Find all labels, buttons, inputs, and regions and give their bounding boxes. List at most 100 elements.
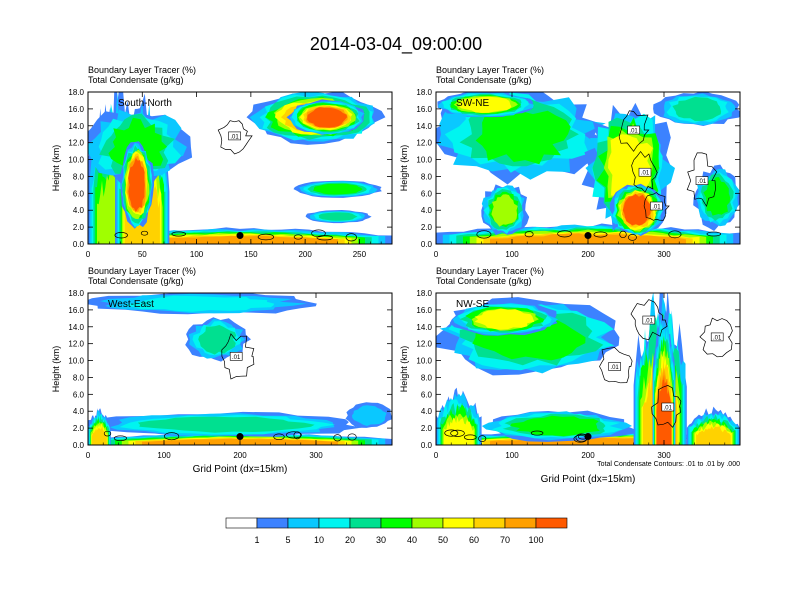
x-tick-label: 200 [581,250,595,259]
y-tick-label: 6.0 [73,189,85,198]
y-tick-label: 6.0 [421,189,433,198]
contour-line [618,110,650,152]
y-tick-label: 16.0 [416,105,432,114]
y-tick-label: 12.0 [68,340,84,349]
contour-line [345,233,357,242]
contour-label-box [650,201,663,211]
y-tick-label: 8.0 [73,373,85,382]
colorbar-box [287,517,320,529]
contour-line [524,231,534,238]
y-tick-label: 14.0 [416,323,432,332]
condensate-contours [114,120,357,242]
y-tick-label: 18.0 [68,88,84,97]
panel-label: South-North [118,98,172,109]
contour-label: .01 [664,406,673,412]
tracer-level-4 [137,416,315,433]
contour-label-box [642,315,656,325]
y-tick-label: 0.0 [73,441,85,450]
panel-sw-ne: Boundary Layer Tracer (%)Total Condensat… [399,65,741,259]
location-marker [584,433,592,441]
colorbar-label: 5 [285,535,290,545]
colorbar-label: 70 [500,535,510,545]
contour-line [113,435,127,442]
y-tick-label: 12.0 [416,139,432,148]
x-tick-label: 100 [190,250,204,259]
tracer-level-4 [672,96,722,122]
panel-label: NW-SE [456,299,489,310]
x-tick-label: 300 [657,250,671,259]
y-axis-label: Height (km) [399,346,409,393]
contour-line [478,435,487,442]
condensate-contours [103,333,357,442]
y-tick-label: 18.0 [416,88,432,97]
colorbar-box [349,517,382,529]
contour-label: .01 [713,335,722,341]
colorbar: 1 5 10 20 30 40 50 60 70 100 [225,517,568,545]
y-tick-label: 4.0 [421,206,433,215]
contour-line [285,431,302,439]
colorbar-label: 40 [407,535,417,545]
colorbar-box [380,517,413,529]
contour-line [316,235,334,241]
tracer-level-2 [352,405,387,426]
tracer-level-8 [92,426,107,445]
colorbar-label: 1 [254,535,259,545]
contour-label: .01 [230,134,239,140]
y-tick-label: 14.0 [68,122,84,131]
panel-label: West-East [108,299,154,310]
contour-line [557,230,572,238]
panels: Boundary Layer Tracer (%)Total Condensat… [51,65,741,485]
contour-line [643,192,670,221]
x-tick-label: 200 [581,451,595,460]
tracer-level-10 [128,157,145,213]
contour-label-box [608,362,621,371]
x-tick-label: 0 [86,451,91,460]
tracer-level-7 [459,96,512,113]
panel-subtitle-tracer: Boundary Layer Tracer (%) [436,266,544,276]
tracer-level-3 [124,295,275,312]
colorbar-label: 30 [376,535,386,545]
x-tick-label: 0 [86,250,91,259]
contour-label: .01 [232,355,241,361]
x-tick-label: 200 [298,250,312,259]
tracer-level-9 [142,235,338,244]
y-tick-label: 16.0 [68,306,84,315]
y-tick-label: 4.0 [73,407,85,416]
contour-line [627,234,637,241]
panel-subtitle-condensate: Total Condensate (g/kg) [88,276,184,286]
location-marker [584,232,592,240]
contour-line [103,430,112,437]
contour-line [333,434,342,442]
panel-subtitle-condensate: Total Condensate (g/kg) [88,75,184,85]
contour-line [444,429,459,437]
panel-subtitle-condensate: Total Condensate (g/kg) [436,75,532,85]
panel-label: SW-NE [456,98,489,109]
panel-subtitle-tracer: Boundary Layer Tracer (%) [88,65,196,75]
y-tick-label: 2.0 [73,223,85,232]
contour-line [171,231,186,237]
location-marker [236,433,244,441]
x-tick-label: 0 [434,250,439,259]
contour-line [257,233,275,241]
y-tick-label: 4.0 [421,407,433,416]
contour-line [668,230,682,239]
contour-line [293,431,302,440]
x-axis-label: Grid Point (dx=15km) [541,474,636,485]
panel-south-north: Boundary Layer Tracer (%)Total Condensat… [51,65,393,259]
colorbar-label: 50 [438,535,448,545]
x-tick-label: 300 [657,451,671,460]
contour-label-box [695,176,709,185]
colorbar-box [411,517,444,529]
contour-line [619,230,627,239]
panel-subtitle-condensate: Total Condensate (g/kg) [436,276,532,286]
colorbar-label: 100 [528,535,543,545]
y-tick-label: 2.0 [421,424,433,433]
tracer-level-5 [703,177,731,216]
contour-line [164,432,180,441]
y-tick-label: 0.0 [421,441,433,450]
x-tick-label: 300 [309,451,323,460]
y-tick-label: 10.0 [416,156,432,165]
y-tick-label: 2.0 [421,223,433,232]
colorbar-box [256,517,289,529]
